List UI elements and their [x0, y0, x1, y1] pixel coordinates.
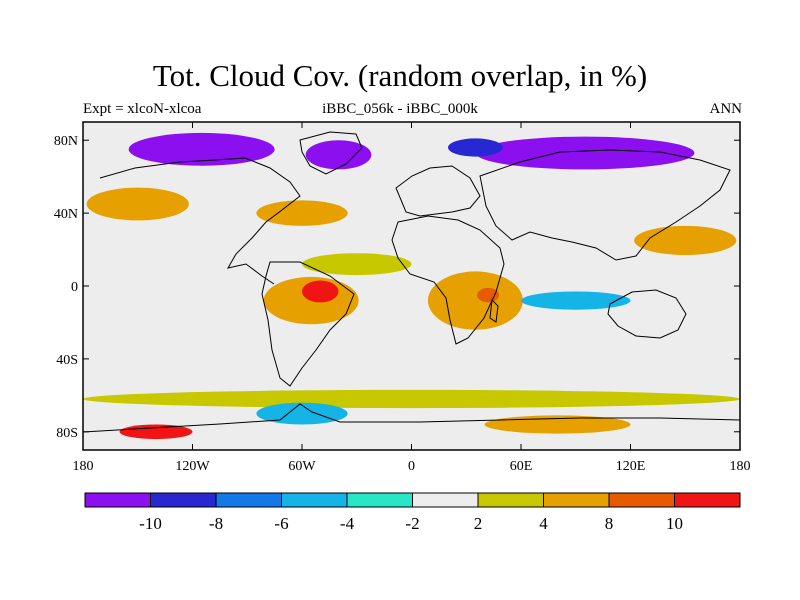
asia-outline	[479, 149, 731, 261]
colorbar-swatch	[150, 492, 217, 508]
colorbar-swatch	[608, 492, 675, 508]
colorbar-swatch	[215, 492, 282, 508]
colorbar-label: -6	[274, 514, 288, 533]
lon-tick-label: 0	[408, 459, 415, 474]
region-arctic-greenland	[305, 140, 372, 170]
lon-tick-label: 120E	[616, 459, 646, 474]
colorbar-swatch	[543, 492, 610, 508]
north-america-outline	[99, 157, 301, 285]
colorbar: -10 -8 -6 -4 -2 2 4 8 10	[84, 492, 741, 533]
region-southern-ocean-yellow	[83, 389, 740, 409]
map-title: Tot. Cloud Cov. (random overlap, in %)	[152, 58, 648, 93]
australia-outline	[607, 289, 687, 339]
colorbar-label: -8	[209, 514, 223, 533]
lon-tick-label: 180	[730, 459, 751, 474]
experiment-label: Expt = xlcoN-xlcoa	[83, 101, 202, 117]
lon-tick-label: 180	[73, 459, 94, 474]
region-antarctic-cyan	[256, 402, 348, 425]
colorbar-label: 10	[666, 514, 683, 533]
region-arctic-scandinavia	[448, 138, 503, 157]
lat-tick-label: 40S	[56, 353, 78, 368]
lat-tick-label: 40N	[54, 207, 78, 222]
region-indian-ocean-cyan	[521, 291, 631, 310]
region-africa-orange	[427, 271, 523, 330]
season-label: ANN	[709, 101, 743, 117]
lon-tick-label: 120W	[175, 459, 210, 474]
colorbar-swatch	[477, 492, 544, 508]
greenland-outline	[299, 131, 363, 175]
anomaly-regions	[83, 132, 740, 440]
lat-tick-label: 80S	[56, 426, 78, 441]
region-arctic-siberia	[475, 136, 695, 170]
lat-tick-label: 80N	[54, 134, 78, 149]
colorbar-label: -2	[405, 514, 419, 533]
region-atlantic-yellow	[302, 253, 412, 276]
colorbar-label: -4	[340, 514, 355, 533]
continent-outlines	[83, 131, 740, 433]
lon-tick-label: 60E	[510, 459, 533, 474]
region-north-atlantic-orange	[256, 200, 348, 226]
colorbar-label: 2	[474, 514, 483, 533]
region-arctic-north-america	[128, 132, 275, 166]
region-africa-red	[477, 287, 500, 303]
comparison-label: iBBC_056k - iBBC_000k	[322, 101, 478, 117]
region-north-pacific-orange	[86, 187, 189, 221]
madagascar-outline	[489, 298, 499, 323]
south-america-outline	[261, 261, 355, 387]
colorbar-label: -10	[139, 514, 162, 533]
region-antarctic-red-west	[119, 424, 193, 440]
colorbar-swatch	[412, 492, 479, 508]
colorbar-swatch	[84, 492, 151, 508]
africa-outline	[391, 215, 505, 345]
colorbar-label: 8	[605, 514, 614, 533]
lon-tick-label: 60W	[288, 459, 316, 474]
region-amazon-red	[302, 280, 339, 303]
colorbar-swatch	[346, 492, 413, 508]
europe-outline	[395, 165, 481, 217]
map-axes: 80N 40N 0 40S 80S 180 120W 60W 0 60E 120E 180	[54, 122, 751, 474]
colorbar-swatch	[281, 492, 348, 508]
colorbar-swatch	[674, 492, 741, 508]
colorbar-label: 4	[539, 514, 548, 533]
region-pacific-orange	[634, 225, 737, 256]
antarctica-outline	[83, 403, 740, 433]
lat-tick-label: 0	[71, 280, 78, 295]
